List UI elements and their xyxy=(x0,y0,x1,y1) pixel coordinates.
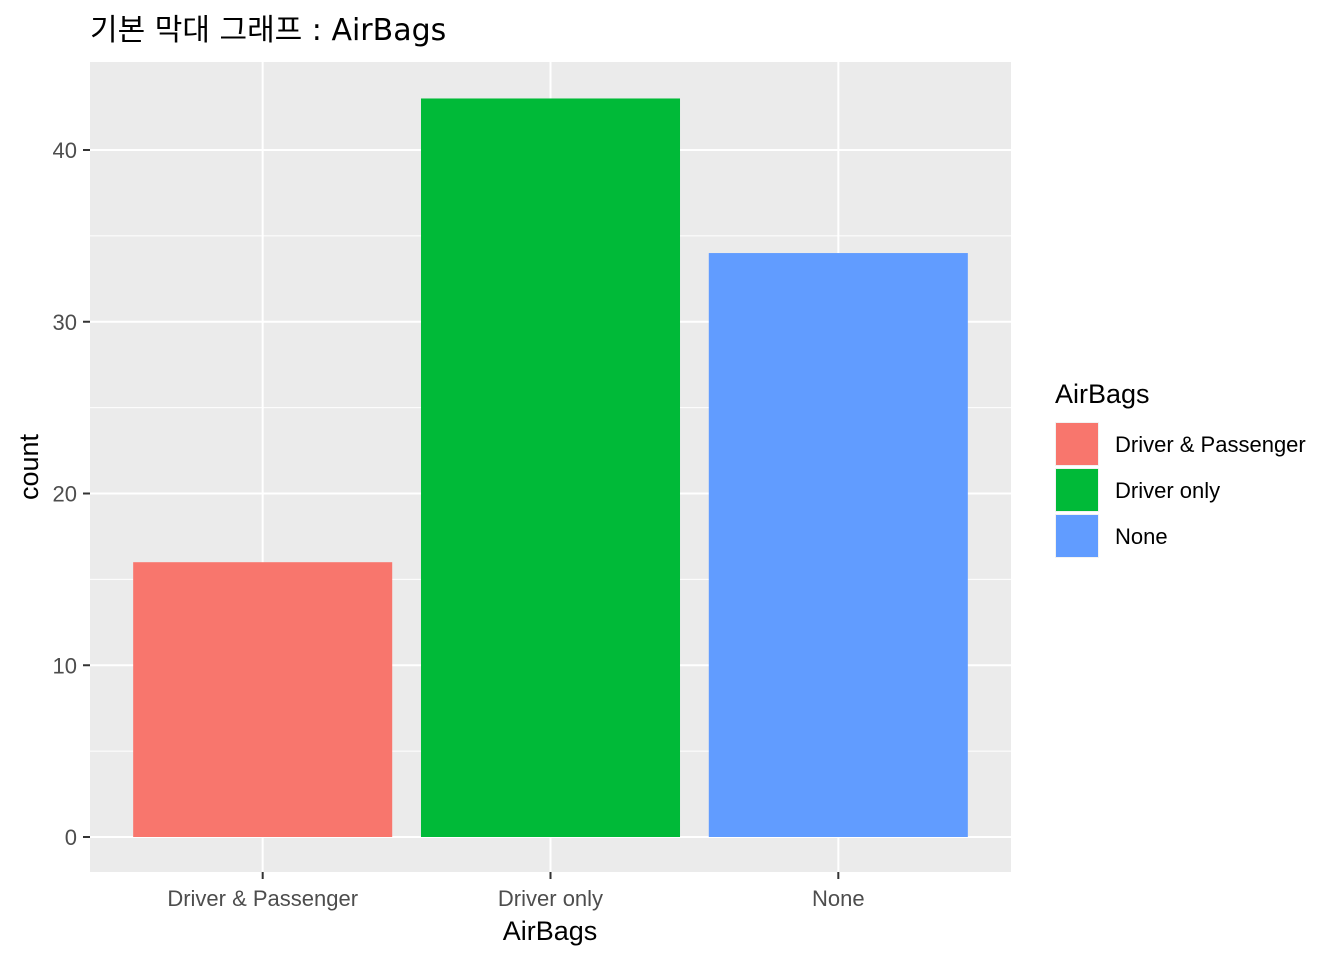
x-tick-label: Driver & Passenger xyxy=(167,886,358,911)
chart-title: 기본 막대 그래프 : AirBags xyxy=(90,13,446,48)
legend: AirBags Driver & Passenger Driver only Non… xyxy=(1055,379,1306,558)
x-axis: Driver & Passenger Driver only None xyxy=(167,872,865,911)
legend-items: Driver & Passenger Driver only None xyxy=(1055,422,1306,558)
legend-label: None xyxy=(1115,524,1168,549)
legend-title: AirBags xyxy=(1055,379,1150,409)
legend-swatch xyxy=(1056,469,1098,511)
y-axis: 0 10 20 30 40 xyxy=(53,138,90,850)
x-tick-label: None xyxy=(812,886,865,911)
y-tick-label: 10 xyxy=(53,653,77,678)
y-tick-label: 30 xyxy=(53,310,77,335)
legend-label: Driver only xyxy=(1115,478,1220,503)
y-tick-label: 0 xyxy=(65,825,77,850)
y-axis-title: count xyxy=(14,433,44,500)
y-tick-label: 40 xyxy=(53,138,77,163)
bars xyxy=(133,98,968,838)
y-tick-label: 20 xyxy=(53,482,77,507)
x-tick-label: Driver only xyxy=(498,886,603,911)
legend-swatch xyxy=(1056,423,1098,465)
legend-swatch xyxy=(1056,515,1098,557)
bar-none xyxy=(708,253,968,838)
legend-label: Driver & Passenger xyxy=(1115,432,1306,457)
x-axis-title: AirBags xyxy=(503,916,598,946)
bar-driver-only xyxy=(420,98,681,838)
bar-driver-passenger xyxy=(133,562,393,837)
